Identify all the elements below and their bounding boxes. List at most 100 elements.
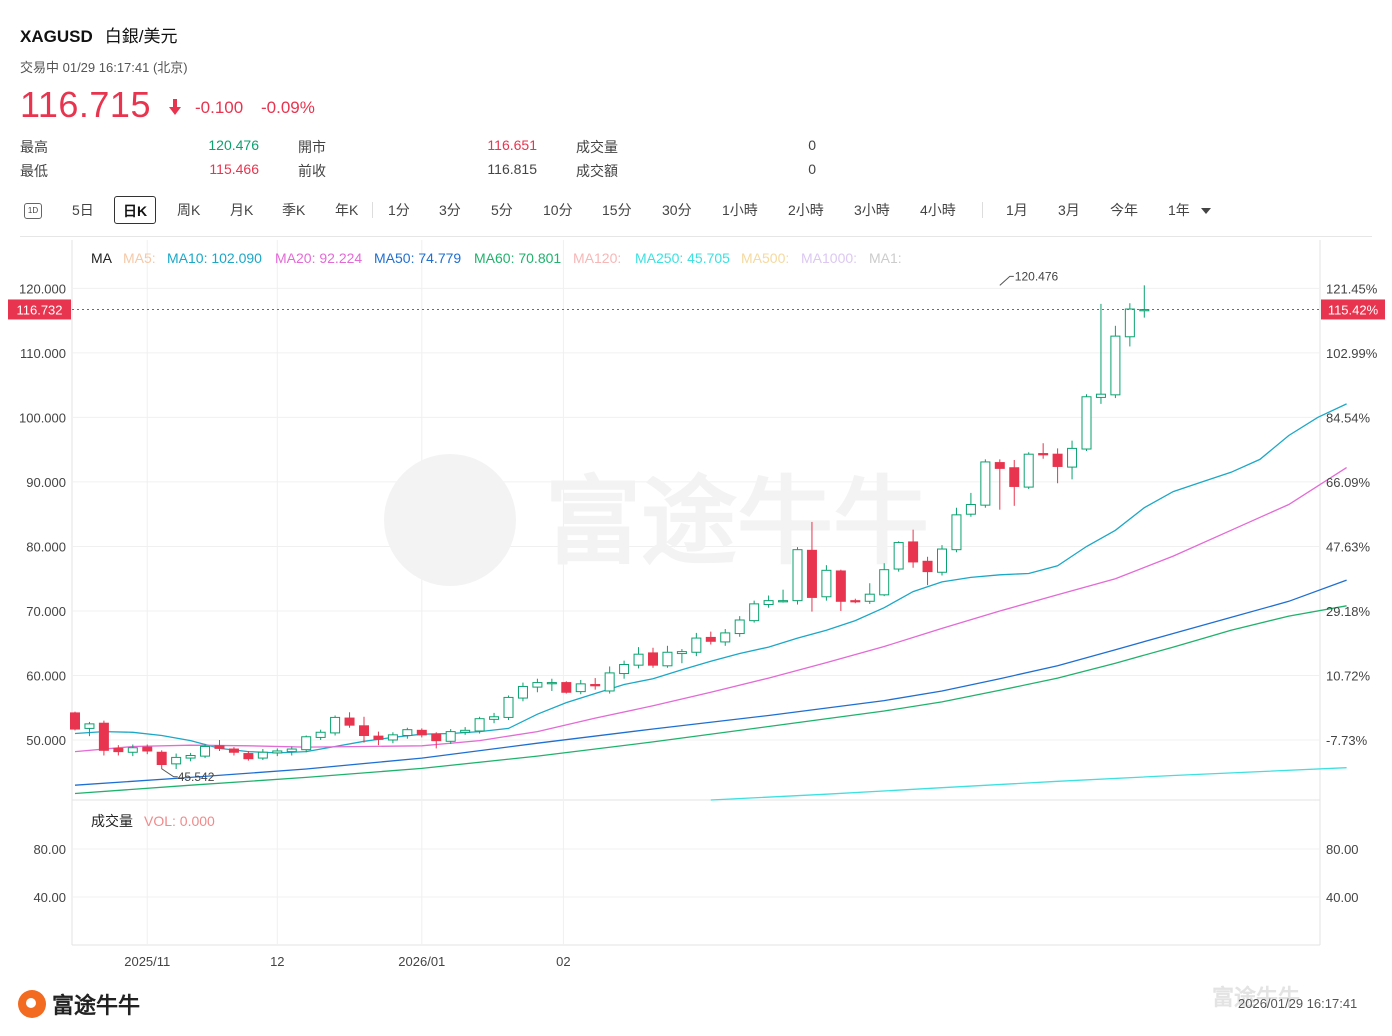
candle xyxy=(70,711,80,731)
candle-body xyxy=(922,560,933,573)
candle-body xyxy=(546,682,557,685)
tab-ytd[interactable]: 今年 xyxy=(1110,202,1138,218)
pct-tick-label: 29.18% xyxy=(1326,604,1371,619)
candle-body xyxy=(228,748,239,753)
candle xyxy=(676,649,687,664)
candle xyxy=(720,629,731,646)
candle-body xyxy=(778,600,789,603)
chevron-down-icon[interactable] xyxy=(1201,208,1211,214)
volume-tick-right: 40.00 xyxy=(1326,890,1359,905)
pct-tick-label: 47.63% xyxy=(1326,539,1371,554)
annotation-leader xyxy=(161,768,178,778)
candle xyxy=(561,681,572,694)
tab-daily-k[interactable]: 日K xyxy=(114,196,157,224)
candle-body xyxy=(402,729,413,736)
tab-30min[interactable]: 30分 xyxy=(662,202,692,218)
candle xyxy=(474,716,485,734)
candle xyxy=(951,507,962,553)
snapshot-timestamp: 2026/01/29 16:17:41 xyxy=(1238,996,1358,1011)
tab-monthly-k[interactable]: 月K xyxy=(230,202,254,218)
y-tick-label: 70.000 xyxy=(26,604,66,619)
volume-value: VOL: 0.000 xyxy=(144,813,215,829)
stat-volume-value: 0 xyxy=(808,137,816,153)
tab-15min[interactable]: 15分 xyxy=(602,202,632,218)
candle-body xyxy=(1023,453,1034,488)
candle xyxy=(532,678,543,693)
y-tick-label: 110.000 xyxy=(20,346,66,361)
candle-body xyxy=(431,733,442,742)
candle xyxy=(850,598,861,604)
candle xyxy=(387,732,398,744)
candle-body xyxy=(1139,309,1150,312)
candle-body xyxy=(937,548,947,573)
stat-turnover-value: 0 xyxy=(808,161,816,177)
tab-4hour[interactable]: 4小時 xyxy=(920,202,956,218)
x-tick-label: 2025/11 xyxy=(124,954,170,969)
candle xyxy=(243,750,254,761)
tab-10min[interactable]: 10分 xyxy=(543,202,573,218)
candle xyxy=(575,680,586,695)
candle-body xyxy=(1038,453,1049,456)
tab-quarterly-k[interactable]: 季K xyxy=(282,202,306,218)
candle-body xyxy=(619,664,630,675)
tab-yearly-k[interactable]: 年K xyxy=(335,202,359,218)
crosshair-price-badge xyxy=(8,299,71,320)
candle xyxy=(373,731,384,746)
candle xyxy=(1052,448,1063,484)
candle xyxy=(257,749,268,760)
tab-3month[interactable]: 3月 xyxy=(1058,202,1080,218)
candle-body xyxy=(835,570,846,602)
candle-body xyxy=(171,756,182,765)
candle xyxy=(922,556,933,586)
candle-body xyxy=(70,712,80,730)
candle xyxy=(445,729,456,744)
ma-legend-ma1: MA1: xyxy=(869,250,902,266)
tab-5d[interactable]: 5日 xyxy=(72,202,94,218)
candle-body xyxy=(879,569,890,596)
candle xyxy=(994,459,1005,510)
tab-1month[interactable]: 1月 xyxy=(1006,202,1028,218)
stat-turnover-label: 成交額 xyxy=(576,163,618,179)
candle xyxy=(402,727,413,739)
y-tick-label: 100.000 xyxy=(19,410,66,425)
pct-tick-label: 66.09% xyxy=(1326,475,1371,490)
candle xyxy=(1009,460,1020,506)
volume-tick-left: 80.00 xyxy=(33,842,66,857)
crosshair-price-label: 116.732 xyxy=(16,302,62,317)
trading-status: 交易中 01/29 16:17:41 (北京) xyxy=(20,60,188,75)
pct-tick-label: 102.99% xyxy=(1326,346,1378,361)
ma-line-ma50 xyxy=(74,579,1347,786)
tab-5min[interactable]: 5分 xyxy=(491,202,513,218)
candle xyxy=(330,715,341,736)
candle-body xyxy=(84,723,95,729)
tab-3min[interactable]: 3分 xyxy=(439,202,461,218)
tab-1year[interactable]: 1年 xyxy=(1168,202,1190,218)
stat-open-value: 116.651 xyxy=(487,137,537,153)
period-tabs: 1D 5日 日K 周K 月K 季K 年K 1分 3分 5分 10分 15分 30… xyxy=(20,196,1372,226)
candle xyxy=(691,632,702,657)
annotation-low-label: 45.542 xyxy=(178,770,215,784)
interval-toggle-icon[interactable]: 1D xyxy=(24,203,42,219)
candle xyxy=(214,740,225,751)
tab-2hour[interactable]: 2小時 xyxy=(788,202,824,218)
instrument-name: 白銀/美元 xyxy=(104,27,178,46)
x-tick-label: 2026/01 xyxy=(398,954,445,969)
candle-body xyxy=(734,619,745,635)
tab-1hour[interactable]: 1小時 xyxy=(722,202,758,218)
candle-body xyxy=(662,651,673,667)
candle-body xyxy=(214,745,225,749)
candle-body xyxy=(243,753,254,760)
candle-body xyxy=(200,745,211,757)
tab-3hour[interactable]: 3小時 xyxy=(854,202,890,218)
candle xyxy=(705,631,716,645)
candle xyxy=(965,492,976,517)
tab-1min[interactable]: 1分 xyxy=(388,202,410,218)
candle xyxy=(127,744,138,757)
candle xyxy=(879,563,890,597)
candle xyxy=(590,678,601,690)
pct-tick-label: -7.73% xyxy=(1326,733,1368,748)
candle-body xyxy=(344,717,355,726)
candle-body xyxy=(387,734,398,741)
tab-weekly-k[interactable]: 周K xyxy=(177,202,201,218)
